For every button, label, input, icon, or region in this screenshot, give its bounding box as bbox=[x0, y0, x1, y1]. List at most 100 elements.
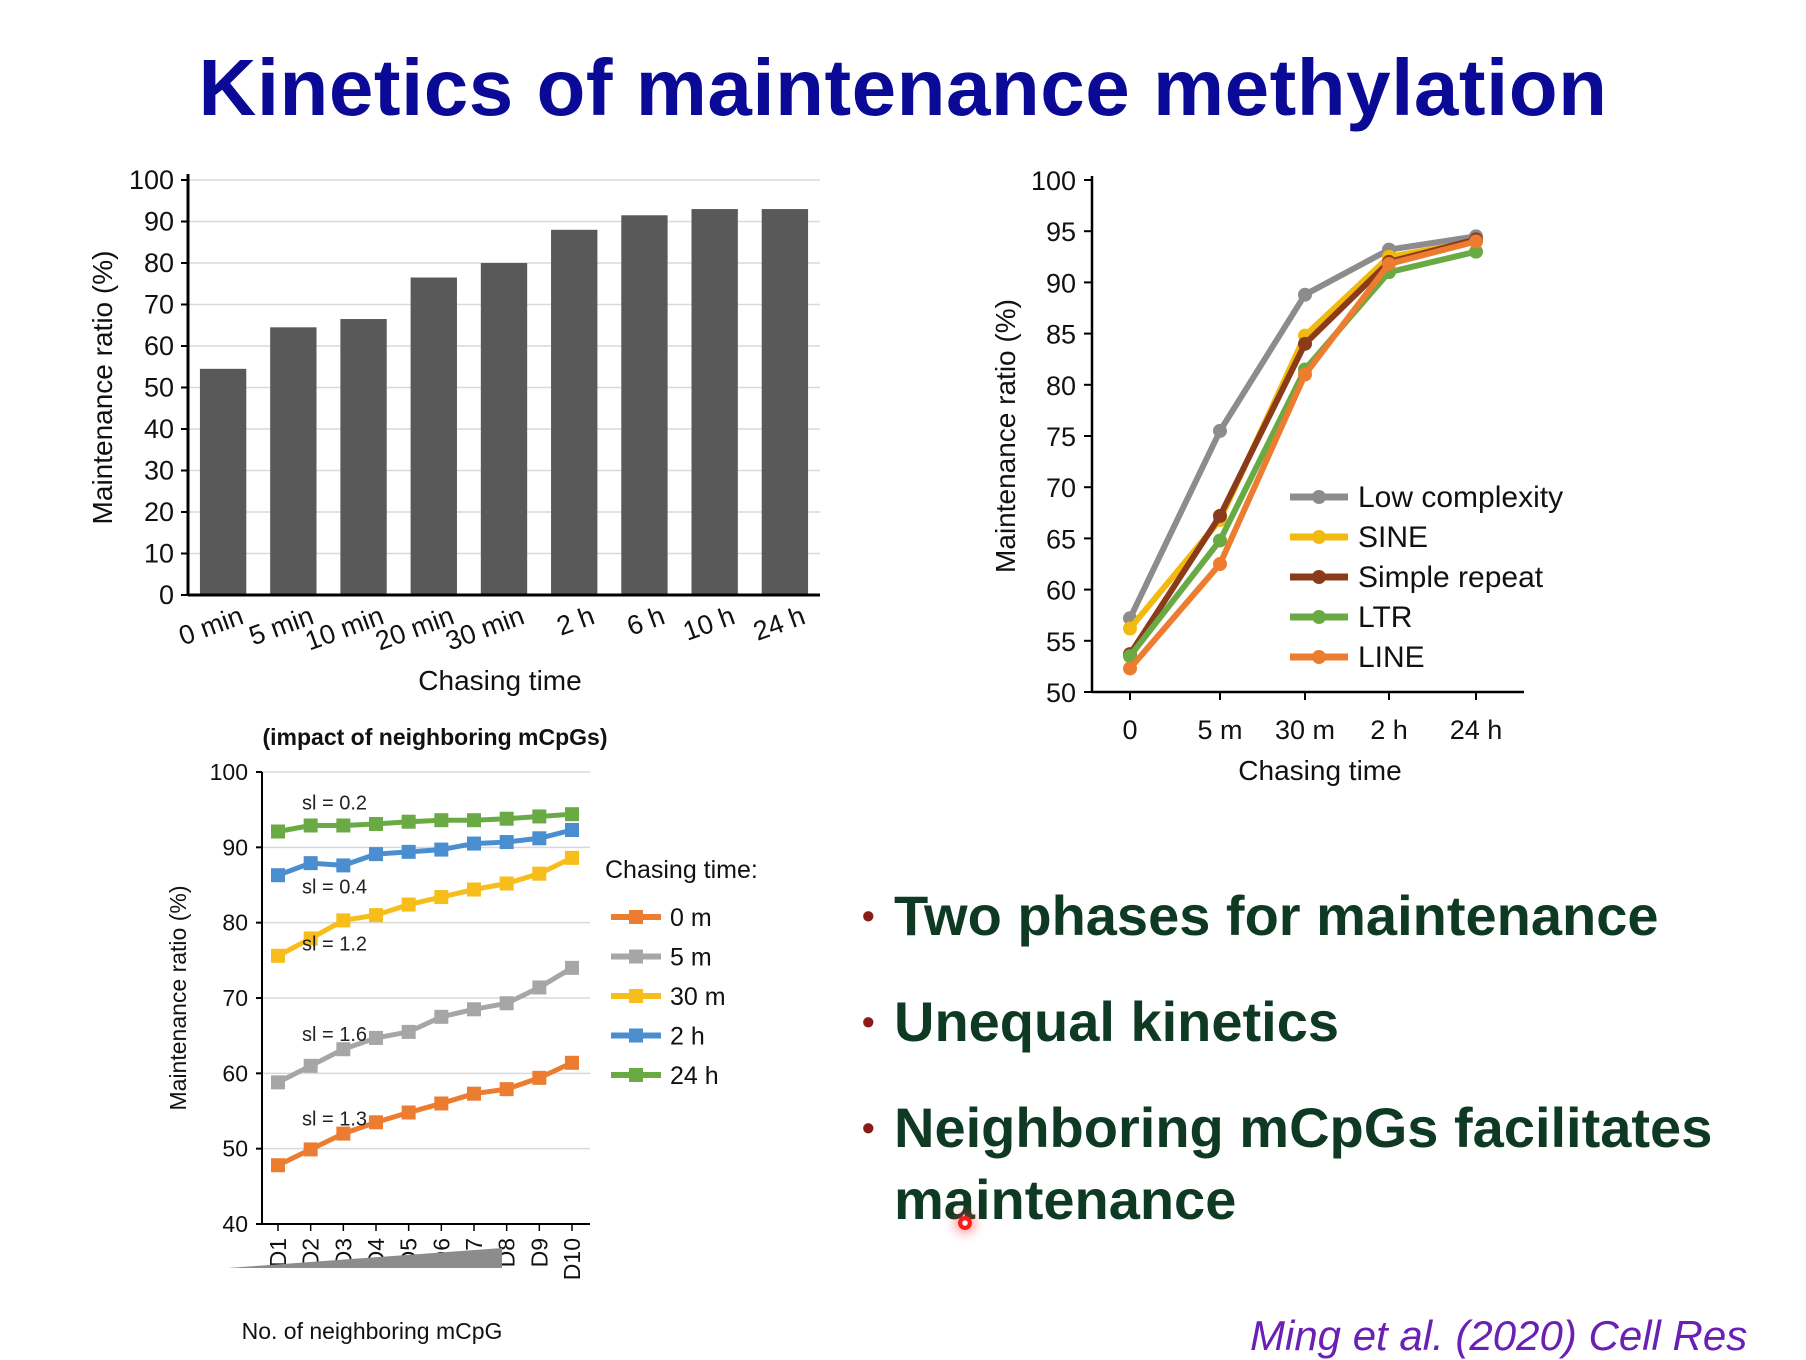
data-point bbox=[532, 1070, 547, 1085]
data-point bbox=[499, 811, 514, 826]
y-tick-label: 50 bbox=[144, 373, 174, 403]
y-tick-label: 50 bbox=[1046, 678, 1076, 708]
series-line bbox=[276, 1060, 574, 1168]
y-tick-label: 80 bbox=[144, 248, 174, 278]
gradient-wedge-icon bbox=[228, 1248, 502, 1268]
x-tick-label: 0 min bbox=[175, 600, 247, 651]
y-tick-label: 10 bbox=[144, 539, 174, 569]
bar bbox=[761, 209, 809, 596]
bar bbox=[199, 368, 247, 595]
legend-marker bbox=[1312, 650, 1326, 664]
slope-label: sl = 1.6 bbox=[302, 1024, 367, 1046]
data-point bbox=[1123, 661, 1137, 676]
chart-title: (impact of neighboring mCpGs) bbox=[263, 724, 608, 750]
data-point bbox=[499, 996, 514, 1011]
data-point bbox=[336, 818, 351, 833]
legend-label: Simple repeat bbox=[1358, 561, 1544, 594]
data-point bbox=[467, 813, 481, 828]
y-tick-label: 40 bbox=[144, 414, 174, 444]
slope-label: sl = 1.2 bbox=[302, 933, 367, 955]
bullet-marker-icon: • bbox=[862, 895, 875, 936]
data-point bbox=[1469, 234, 1483, 249]
data-point bbox=[467, 1002, 481, 1017]
x-tick-label: 30 min bbox=[442, 600, 528, 656]
data-point bbox=[369, 1115, 383, 1130]
y-tick-label: 75 bbox=[1046, 422, 1076, 452]
y-axis-title: Maintenance ratio (%) bbox=[990, 299, 1021, 573]
data-point bbox=[1298, 367, 1312, 382]
y-tick-label: 80 bbox=[1046, 371, 1076, 401]
data-point bbox=[336, 913, 351, 928]
repeat-type-line-chart: 50 55 60 65 70 75 80 85 90 95 100 0 5 m 30 m 2 h 24 h Lo… bbox=[990, 166, 1563, 786]
y-tick-label: 100 bbox=[1031, 166, 1076, 196]
x-tick-label: 6 h bbox=[623, 600, 669, 641]
bullet-marker-icon: • bbox=[862, 1107, 875, 1148]
bullet-text: Two phases for maintenance bbox=[894, 884, 1659, 947]
bar bbox=[621, 215, 668, 595]
data-point bbox=[1123, 649, 1137, 664]
bullet-item: • Neighboring mCpGs facilitates maintenan… bbox=[860, 1092, 1800, 1236]
x-axis-title: No. of neighboring mCpG bbox=[242, 1318, 503, 1344]
legend-marker bbox=[629, 989, 643, 1003]
y-tick-label: 85 bbox=[1046, 320, 1076, 350]
slide-title: Kinetics of maintenance methylation bbox=[198, 43, 1608, 132]
bar bbox=[691, 209, 738, 596]
data-point bbox=[467, 836, 481, 851]
data-point bbox=[565, 960, 579, 975]
y-tick-label: 70 bbox=[222, 985, 248, 1011]
data-point bbox=[1213, 557, 1227, 571]
data-point bbox=[499, 876, 514, 891]
data-point bbox=[1469, 244, 1483, 259]
legend-label: LINE bbox=[1358, 641, 1425, 674]
slope-label: sl = 1.3 bbox=[302, 1109, 367, 1131]
data-point bbox=[271, 948, 285, 963]
data-point bbox=[401, 1105, 416, 1120]
y-tick-label: 30 bbox=[144, 456, 174, 486]
bar bbox=[340, 319, 387, 595]
data-point bbox=[336, 1042, 351, 1057]
series-line bbox=[277, 811, 573, 834]
slope-label: sl = 0.4 bbox=[302, 876, 367, 898]
x-tick-label: D9 bbox=[526, 1238, 552, 1267]
data-point bbox=[565, 850, 579, 865]
data-point bbox=[401, 814, 416, 829]
x-tick-label: 2 h bbox=[553, 600, 599, 641]
data-point bbox=[1298, 287, 1312, 302]
data-point bbox=[1123, 621, 1137, 636]
data-point bbox=[1213, 508, 1227, 523]
x-tick-label: D1 bbox=[265, 1238, 291, 1267]
x-axis-title: Chasing time bbox=[418, 665, 581, 696]
data-point bbox=[369, 847, 383, 862]
y-tick-label: 100 bbox=[129, 165, 174, 195]
x-tick-label: 10 h bbox=[679, 600, 739, 646]
data-point bbox=[499, 835, 514, 850]
y-tick-label: 60 bbox=[222, 1060, 248, 1086]
bullet-text: Neighboring mCpGs facilitates maintenanc… bbox=[894, 1096, 1713, 1231]
data-point bbox=[401, 1024, 416, 1039]
legend-label: LTR bbox=[1358, 601, 1412, 634]
data-point bbox=[467, 882, 481, 897]
y-tick-label: 70 bbox=[1046, 473, 1076, 503]
y-tick-label: 65 bbox=[1046, 524, 1076, 554]
data-point bbox=[565, 807, 579, 822]
data-point bbox=[336, 858, 351, 873]
data-point bbox=[565, 823, 579, 838]
data-point bbox=[434, 1009, 449, 1024]
y-tick-label: 90 bbox=[1046, 268, 1076, 298]
x-tick-label: 30 m bbox=[1275, 715, 1335, 745]
data-point bbox=[271, 1075, 285, 1090]
bar bbox=[270, 327, 317, 595]
data-point bbox=[532, 809, 547, 824]
legend-marker bbox=[1312, 490, 1326, 504]
legend-marker bbox=[629, 1028, 643, 1043]
legend-marker bbox=[629, 910, 643, 924]
legend-label: 24 h bbox=[670, 1062, 719, 1090]
bullet-list: • Two phases for maintenance • Unequal kin… bbox=[860, 880, 1800, 1270]
data-point bbox=[303, 1142, 318, 1157]
data-point bbox=[532, 866, 547, 881]
y-tick-label: 100 bbox=[210, 759, 248, 785]
data-point bbox=[499, 1082, 514, 1097]
bar bbox=[480, 263, 528, 595]
data-point bbox=[369, 816, 383, 831]
